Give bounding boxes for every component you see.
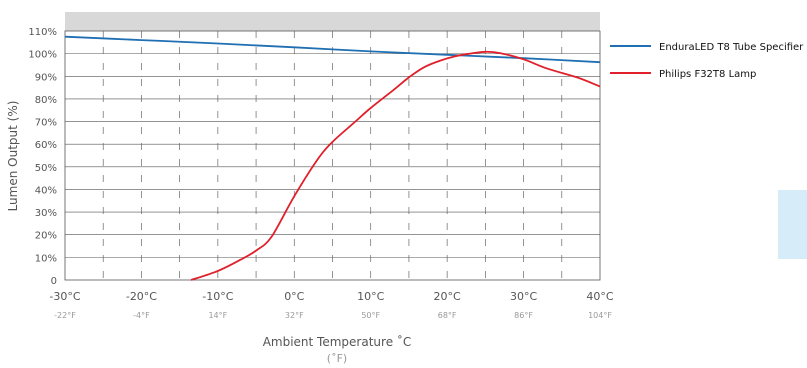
x-tick-label: 20°C bbox=[434, 290, 461, 303]
x-tick-label: 10°C bbox=[357, 290, 384, 303]
x-tick-labels: -30°C -22°F -20°C -4°F -10°C 14°F 0°C 32°F 10°C 5… bbox=[49, 290, 613, 320]
x-tick-label: 0°C bbox=[284, 290, 304, 303]
legend: EnduraLED T8 Tube Specifier Philips F32T8… bbox=[610, 42, 804, 80]
y-axis-label: Lumen Output (%) bbox=[6, 101, 20, 212]
series-line-2 bbox=[190, 50, 601, 281]
x-tick-label-f: 32°F bbox=[285, 311, 304, 320]
x-tick-label: -20°C bbox=[126, 290, 157, 303]
x-tick-label-f: 86°F bbox=[514, 311, 533, 320]
y-tick-label: 70% bbox=[35, 118, 57, 129]
y-tick-label: 10% bbox=[35, 253, 57, 264]
y-tick-label: 50% bbox=[35, 163, 57, 174]
x-tick-label-f: 104°F bbox=[588, 311, 612, 320]
x-tick-label: 30°C bbox=[510, 290, 537, 303]
x-axis-label: Ambient Temperature ˚C bbox=[263, 334, 412, 349]
y-tick-label: 20% bbox=[35, 231, 57, 242]
y-tick-label: 110% bbox=[28, 27, 57, 38]
y-tick-label: 100% bbox=[28, 50, 57, 61]
y-tick-label: 40% bbox=[35, 185, 57, 196]
y-tick-label: 30% bbox=[35, 208, 57, 219]
x-tick-label-f: 14°F bbox=[208, 311, 227, 320]
y-tick-label: 90% bbox=[35, 72, 57, 83]
x-tick-label-f: 50°F bbox=[361, 311, 380, 320]
plot-header-band bbox=[65, 12, 600, 31]
x-tick-label-f: -22°F bbox=[54, 311, 76, 320]
plot-area bbox=[64, 30, 601, 281]
series-lines bbox=[64, 35, 601, 281]
x-tick-label: -30°C bbox=[49, 290, 80, 303]
grid bbox=[65, 31, 600, 280]
x-tick-label-f: -4°F bbox=[133, 311, 150, 320]
decorative-panel bbox=[778, 190, 807, 259]
y-tick-labels: 0 10% 20% 30% 40% 50% 60% 70% 80% 90% 100% 110% bbox=[28, 27, 57, 287]
x-tick-label-f: 68°F bbox=[438, 311, 457, 320]
legend-label: EnduraLED T8 Tube Specifier bbox=[659, 42, 804, 53]
legend-label: Philips F32T8 Lamp bbox=[659, 69, 756, 80]
y-tick-label: 60% bbox=[35, 140, 57, 151]
y-tick-label: 80% bbox=[35, 95, 57, 106]
x-axis-sublabel: (˚F) bbox=[327, 352, 347, 365]
x-tick-label: -10°C bbox=[202, 290, 233, 303]
y-tick-label: 0 bbox=[51, 276, 57, 287]
x-tick-label: 40°C bbox=[586, 290, 613, 303]
